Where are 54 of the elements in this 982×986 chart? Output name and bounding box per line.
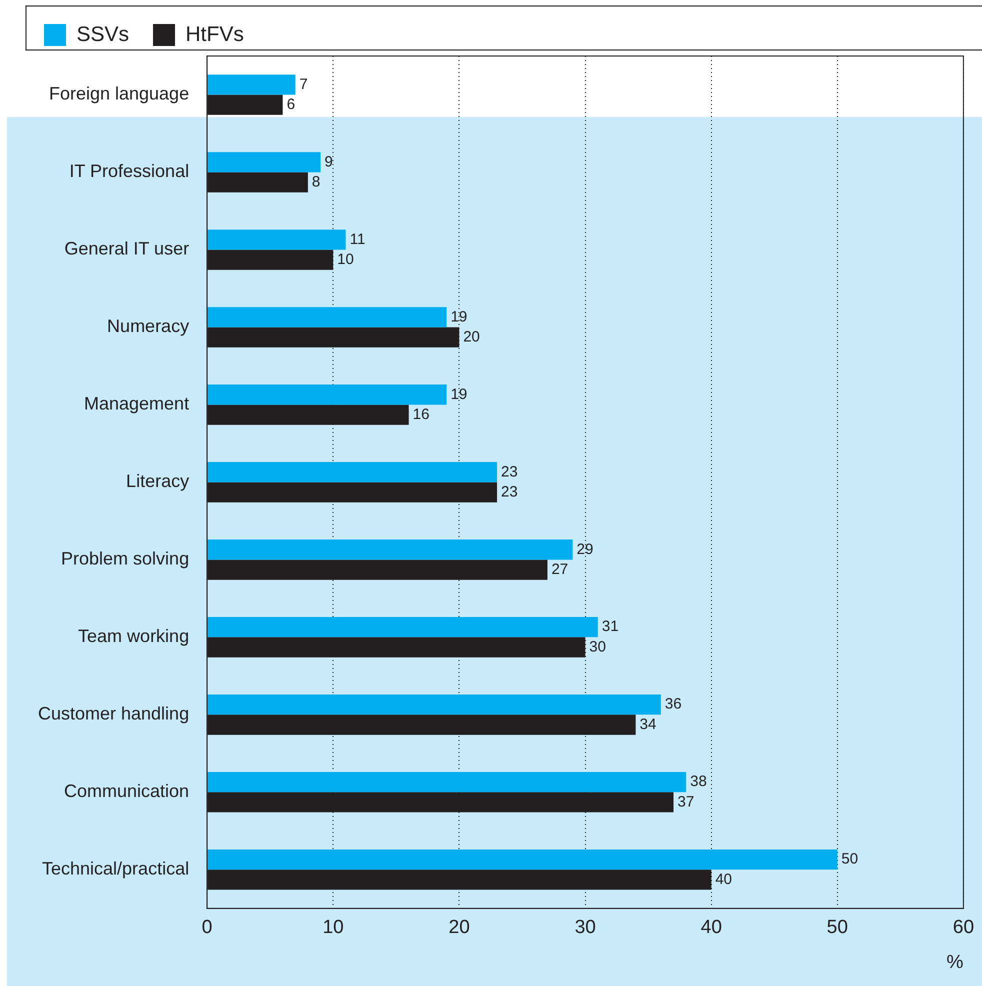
y-tick-label: Management <box>84 394 190 414</box>
bar <box>208 772 686 792</box>
bar <box>208 850 838 870</box>
data-label: 9 <box>324 153 333 170</box>
data-label: 37 <box>678 793 694 810</box>
data-label: 10 <box>337 250 354 268</box>
data-label: 27 <box>551 560 568 578</box>
y-tick-label: Numeracy <box>107 316 190 336</box>
y-tick-label: IT Professional <box>69 161 190 182</box>
data-label: 8 <box>312 173 320 190</box>
bar <box>208 384 447 405</box>
data-label: 7 <box>299 76 308 93</box>
bar <box>208 617 598 638</box>
data-label: 50 <box>841 850 858 868</box>
data-label: 30 <box>589 638 606 656</box>
x-tick-label: 20 <box>448 917 470 938</box>
bar <box>208 540 573 560</box>
x-tick-label: 60 <box>952 917 974 938</box>
x-tick-label: 0 <box>202 917 212 938</box>
bar <box>208 230 346 250</box>
data-label: 34 <box>640 716 656 733</box>
y-tick-label: Technical/practical <box>42 858 190 879</box>
data-label: 11 <box>350 230 366 248</box>
x-tick-label: 50 <box>826 917 848 938</box>
x-tick-label: 10 <box>322 917 344 938</box>
bar <box>208 462 498 482</box>
bar <box>208 152 321 172</box>
y-tick-label: General IT user <box>64 238 190 259</box>
bar <box>208 74 296 95</box>
y-tick-label: Problem solving <box>61 548 190 569</box>
data-label: 23 <box>501 463 518 480</box>
y-tick-label: Foreign language <box>48 84 190 104</box>
y-tick-label: Team working <box>78 626 190 646</box>
data-label: 16 <box>412 406 430 423</box>
y-tick-label: Customer handling <box>38 704 190 724</box>
data-label: 19 <box>450 308 468 326</box>
bar <box>208 694 661 715</box>
y-tick-label: Literacy <box>126 471 190 492</box>
data-label: 23 <box>501 483 518 500</box>
legend-label: HtFVs <box>186 22 244 46</box>
x-axis-title: % <box>946 952 964 973</box>
x-tick-label: 30 <box>574 917 596 938</box>
x-tick-label: 40 <box>700 917 722 938</box>
data-label: 38 <box>690 773 707 790</box>
data-label: 36 <box>664 696 682 713</box>
data-label: 29 <box>576 540 594 558</box>
data-label: 31 <box>602 618 619 636</box>
data-label: 19 <box>450 386 468 403</box>
y-tick-label: Communication <box>64 781 190 802</box>
data-label: 40 <box>715 870 732 888</box>
legend-label: SSVs <box>76 22 130 46</box>
bar <box>208 307 447 328</box>
data-label: 20 <box>463 328 480 346</box>
data-label: 6 <box>286 96 296 113</box>
